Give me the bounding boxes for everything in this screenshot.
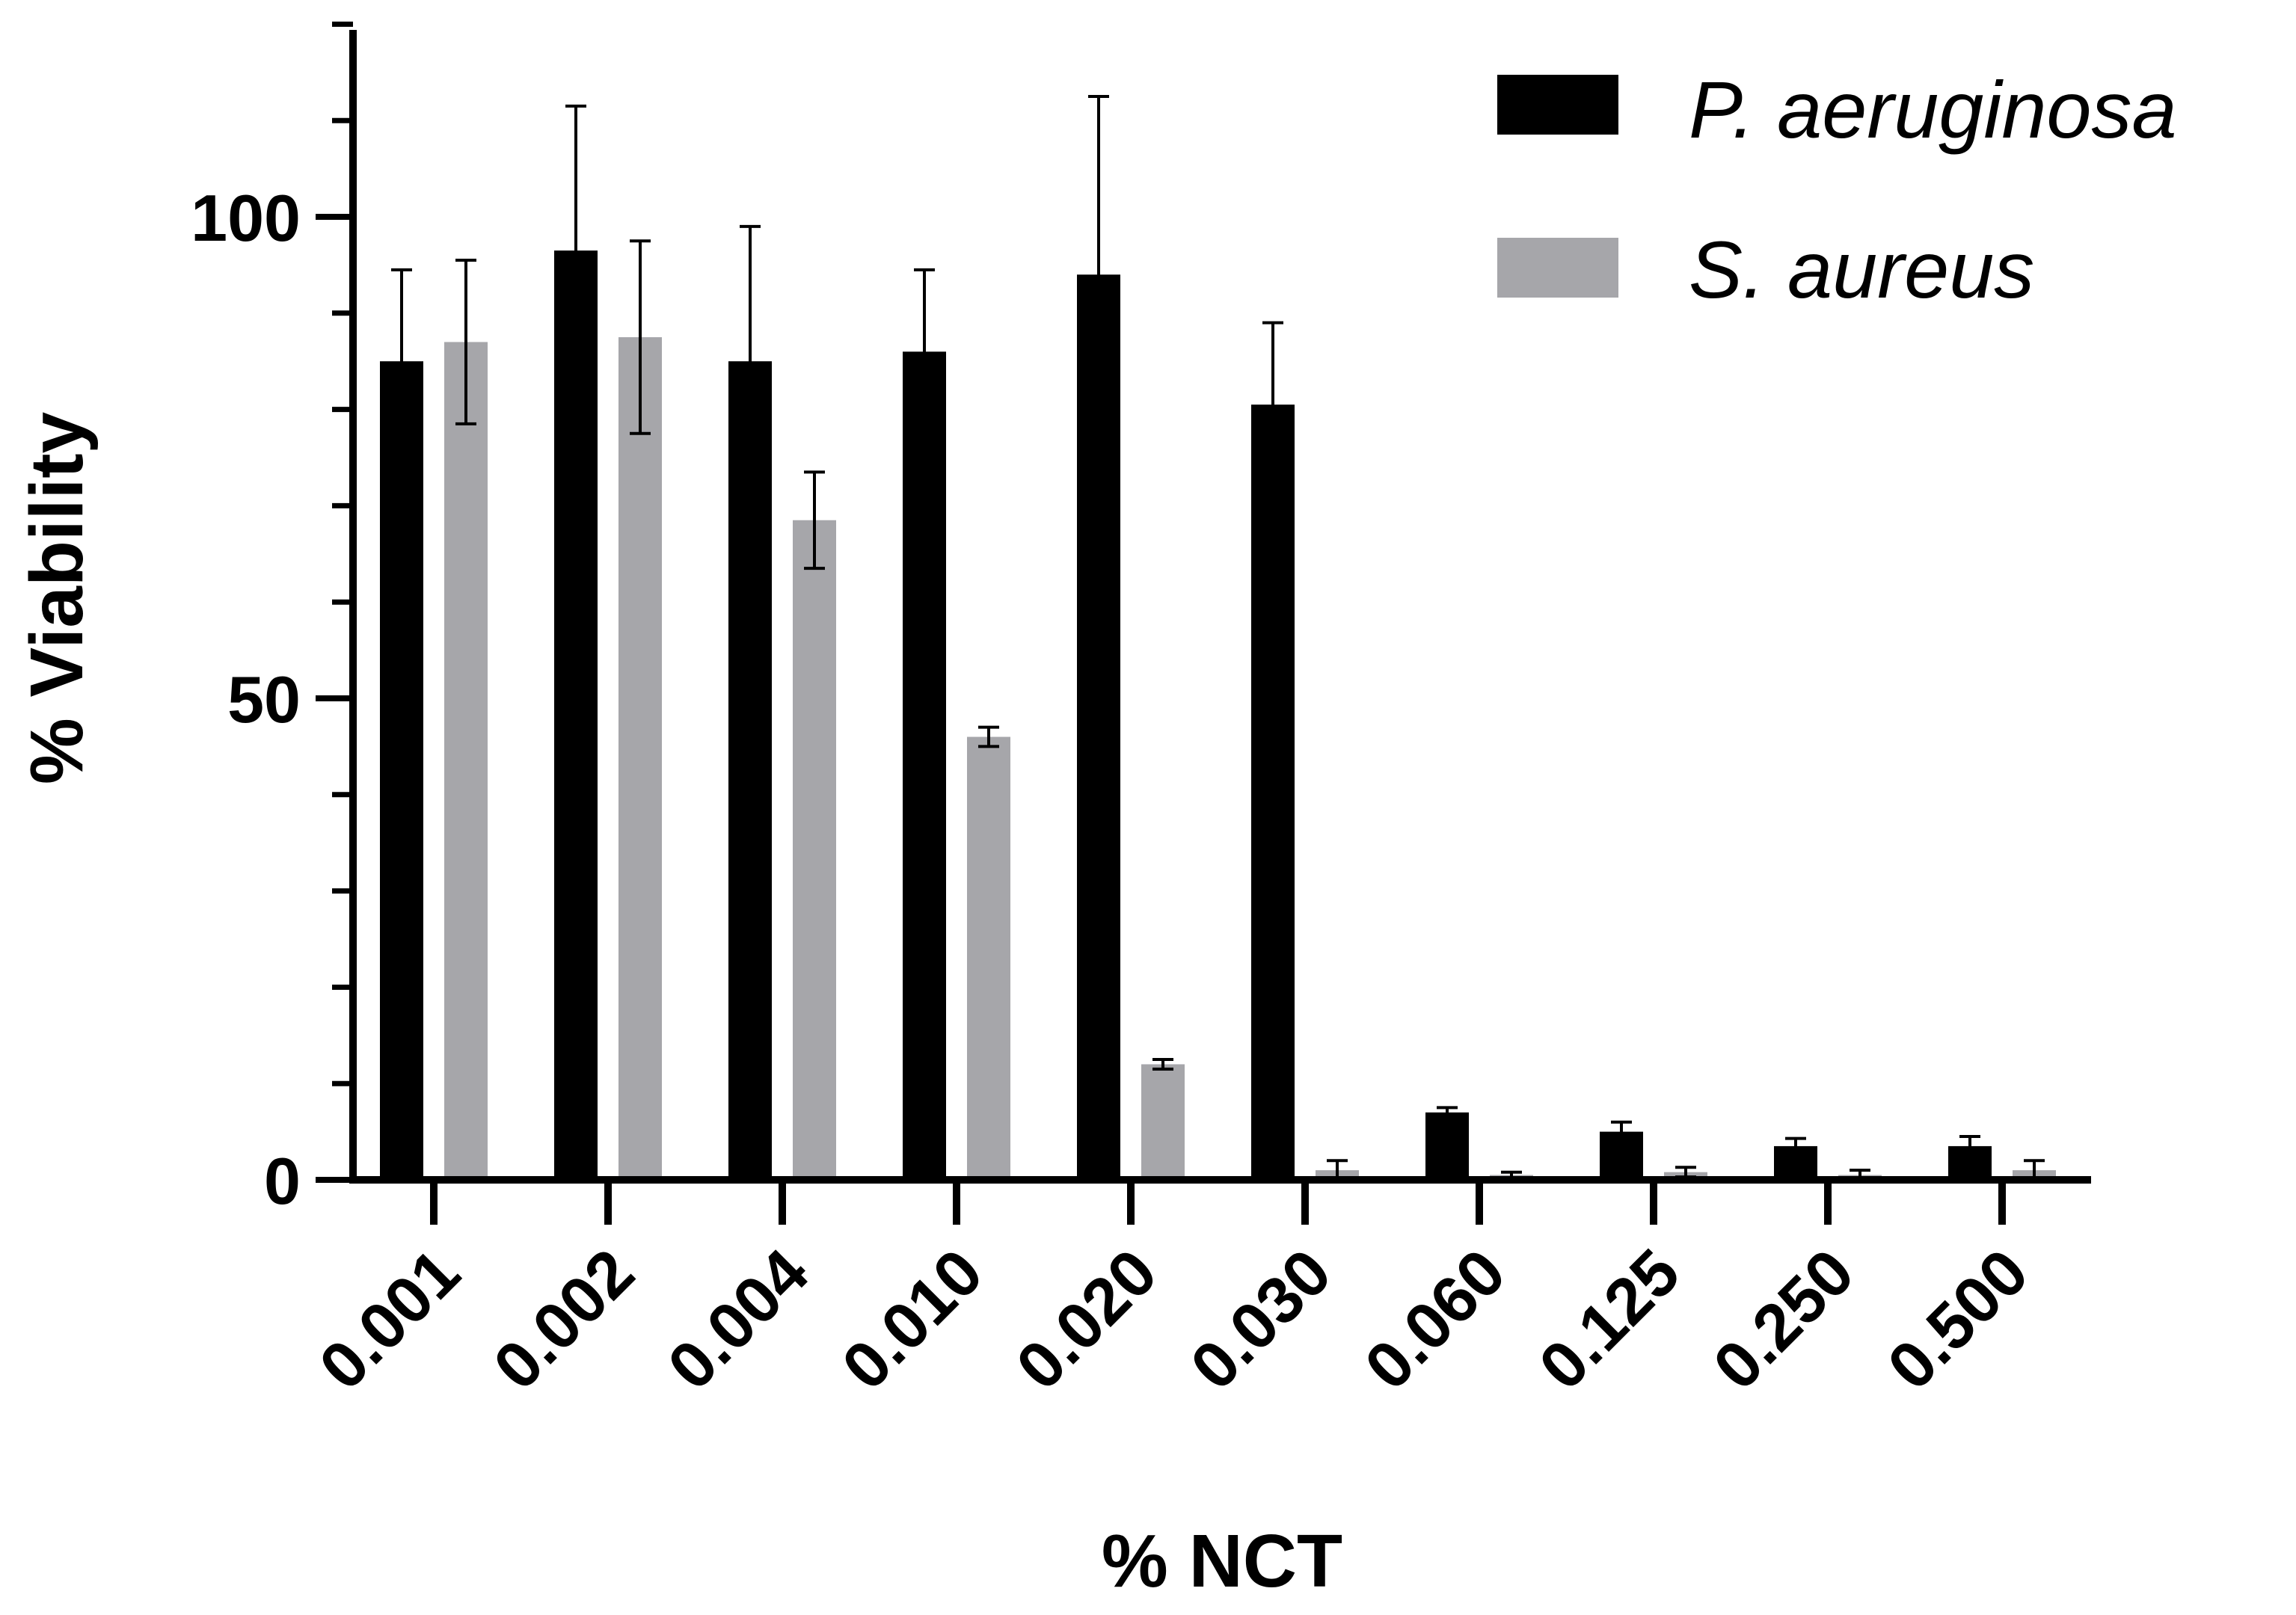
bar-s-aureus-0.010 bbox=[967, 736, 1010, 1180]
y-tick-label: 50 bbox=[227, 662, 301, 736]
bar-p-aeruginosa-0.030 bbox=[1251, 404, 1295, 1181]
legend-swatch-s-aureus bbox=[1497, 238, 1618, 298]
x-tick-label: 0.020 bbox=[1002, 1234, 1171, 1403]
x-tick-label: 0.030 bbox=[1176, 1234, 1345, 1403]
bar-p-aeruginosa-0.001 bbox=[380, 361, 423, 1181]
x-tick-label: 0.125 bbox=[1525, 1234, 1694, 1403]
x-tick-label: 0.500 bbox=[1873, 1234, 2042, 1403]
bar-s-aureus-0.002 bbox=[618, 337, 662, 1180]
bar-p-aeruginosa-0.060 bbox=[1425, 1112, 1469, 1180]
legend-label-p-aeruginosa: P. aeruginosa bbox=[1689, 64, 2177, 155]
legend-swatch-p-aeruginosa bbox=[1497, 75, 1618, 135]
bars bbox=[380, 95, 2056, 1181]
x-tick-label: 0.002 bbox=[479, 1234, 648, 1403]
x-tick-label: 0.010 bbox=[828, 1234, 997, 1403]
y-tick-label: 100 bbox=[191, 181, 301, 255]
x-axis-title: % NCT bbox=[1102, 1519, 1342, 1603]
legend: P. aeruginosa S. aureus bbox=[1497, 64, 2177, 315]
bar-s-aureus-0.004 bbox=[793, 520, 836, 1180]
bar-p-aeruginosa-0.010 bbox=[903, 351, 946, 1180]
bar-p-aeruginosa-0.004 bbox=[728, 361, 772, 1181]
legend-label-s-aureus: S. aureus bbox=[1689, 224, 2034, 315]
axes bbox=[316, 21, 2091, 1225]
y-axis-title: % Viability bbox=[15, 411, 99, 784]
x-tick-label: 0.004 bbox=[654, 1234, 823, 1403]
x-tick-label: 0.250 bbox=[1699, 1234, 1868, 1403]
x-tick-label: 0.060 bbox=[1351, 1234, 1520, 1403]
y-tick-label: 0 bbox=[264, 1144, 301, 1218]
x-tick-label: 0.001 bbox=[305, 1234, 474, 1403]
bar-s-aureus-0.001 bbox=[444, 342, 488, 1181]
bar-p-aeruginosa-0.002 bbox=[554, 250, 598, 1181]
bar-s-aureus-0.020 bbox=[1141, 1064, 1185, 1180]
